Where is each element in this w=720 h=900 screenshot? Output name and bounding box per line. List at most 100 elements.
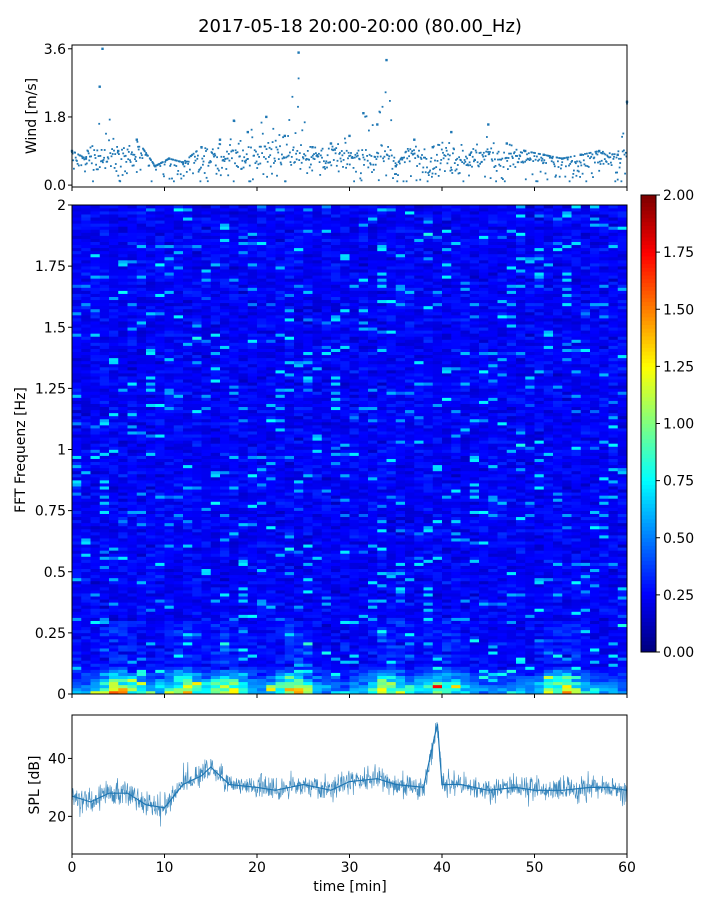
spectrogram-cell	[183, 623, 193, 628]
spectrogram-cell	[257, 535, 267, 539]
wind-data-point	[376, 123, 379, 126]
spectrogram-cell	[414, 538, 424, 542]
spectrogram-cell	[368, 666, 378, 670]
spectrogram-cell	[405, 528, 415, 533]
spectrogram-cell	[590, 690, 600, 695]
spectrogram-cell	[386, 642, 397, 646]
wind-sample-marker	[269, 154, 272, 157]
spectrogram-cell	[155, 538, 165, 542]
wind-sample-marker	[434, 159, 436, 162]
wind-sample-marker	[294, 132, 297, 134]
spectrogram-cell	[617, 565, 628, 569]
spectrogram-cell	[497, 648, 508, 652]
spectrogram-cell	[340, 577, 350, 582]
spectrogram-cell	[580, 544, 591, 548]
spectrogram-cell	[183, 657, 193, 661]
spectrogram-cell	[590, 660, 600, 664]
spectrogram-cell	[164, 651, 175, 655]
spectrogram-cell	[312, 532, 323, 536]
spectrogram-cell	[164, 492, 175, 496]
spectrogram-cell	[210, 571, 221, 576]
spectrogram-cell	[266, 687, 276, 692]
spectrogram-cell	[432, 583, 443, 588]
spectrogram-cell	[118, 525, 128, 530]
spectrogram-cell	[257, 562, 267, 566]
spectrogram-cell	[303, 593, 313, 597]
spectrogram-cell	[516, 669, 526, 673]
spectrogram-cell	[349, 590, 360, 594]
spectrogram-cell	[442, 687, 452, 692]
spectrogram-cell	[275, 574, 286, 579]
spectrogram-cell	[368, 614, 378, 618]
spectrogram-cell	[469, 651, 480, 655]
spectrogram-cell	[155, 669, 165, 673]
spectrogram-cell	[146, 507, 156, 511]
spectrogram-cell	[275, 507, 286, 511]
wind-sample-marker	[408, 155, 410, 158]
spectrogram-cell	[562, 559, 572, 563]
spectrogram-cell	[183, 522, 193, 527]
wind-sample-marker	[438, 144, 441, 146]
spectrogram-cell	[72, 645, 82, 649]
spectrogram-cell	[617, 562, 628, 566]
spectrogram-cell	[368, 590, 378, 594]
spectrogram-cell	[349, 614, 360, 618]
spectrogram-cell	[220, 510, 230, 514]
spectrogram-cell	[303, 495, 313, 499]
spectrogram-cell	[358, 492, 369, 496]
spectrogram-cell	[90, 590, 101, 594]
spectrogram-cell	[303, 599, 313, 603]
spectrogram-cell	[183, 608, 193, 612]
spectrogram-cell	[377, 565, 387, 569]
spectrogram-cell	[192, 553, 202, 557]
spectrogram-cell	[543, 657, 554, 661]
spectrogram-cell	[247, 672, 258, 676]
spectrogram-cell	[571, 550, 582, 554]
spectrogram-cell	[284, 605, 295, 609]
spectrogram-cell	[368, 565, 378, 569]
spectrogram-cell	[553, 571, 563, 576]
spectrogram-cell	[469, 565, 480, 569]
wind-sample-marker	[528, 159, 531, 161]
spectrogram-cell	[210, 638, 221, 643]
spectrogram-cell	[553, 666, 563, 670]
wind-sample-marker	[344, 141, 347, 144]
wind-sample-marker	[148, 157, 151, 160]
spectrogram-cell	[284, 538, 295, 542]
spectrogram-cell	[414, 623, 424, 628]
spectrogram-cell	[247, 596, 258, 600]
spectrogram-cell	[229, 675, 239, 680]
spectrogram-cell	[136, 495, 147, 499]
wind-data-point	[505, 142, 508, 145]
spectrogram-cell	[201, 666, 212, 670]
spectrogram-cell	[229, 632, 239, 637]
spectrogram-cell	[312, 507, 323, 511]
spectrogram-cell	[451, 632, 461, 637]
spectrogram-cell	[109, 580, 119, 585]
spectrogram-cell	[192, 513, 202, 518]
spectrogram-cell	[506, 657, 517, 661]
wind-sample-marker	[490, 158, 493, 161]
spectrogram-cell	[451, 547, 461, 551]
spectrogram-cell	[368, 654, 378, 658]
spectrogram-cell	[543, 571, 554, 576]
spectrogram-cell	[321, 538, 332, 542]
spectrogram-cell	[349, 522, 360, 527]
wind-sample-marker	[410, 152, 413, 155]
spectrogram-cell	[146, 571, 156, 576]
spectrogram-cell	[553, 553, 563, 557]
spectrogram-cell	[506, 583, 517, 588]
spectrogram-cell	[192, 577, 202, 582]
spectrogram-cell	[451, 648, 461, 652]
wind-sample-marker	[518, 157, 520, 160]
wind-sample-marker	[308, 166, 311, 169]
spectrogram-cell	[469, 550, 480, 554]
spectrogram-cell	[580, 525, 591, 530]
spectrogram-cell	[183, 562, 193, 566]
spectrogram-cell	[608, 645, 619, 649]
wind-sample-marker	[162, 173, 165, 176]
spectrogram-cell	[164, 687, 175, 692]
spectrogram-cell	[275, 596, 286, 600]
spectrogram-cell	[506, 648, 517, 652]
spectrogram-cell	[294, 675, 304, 680]
